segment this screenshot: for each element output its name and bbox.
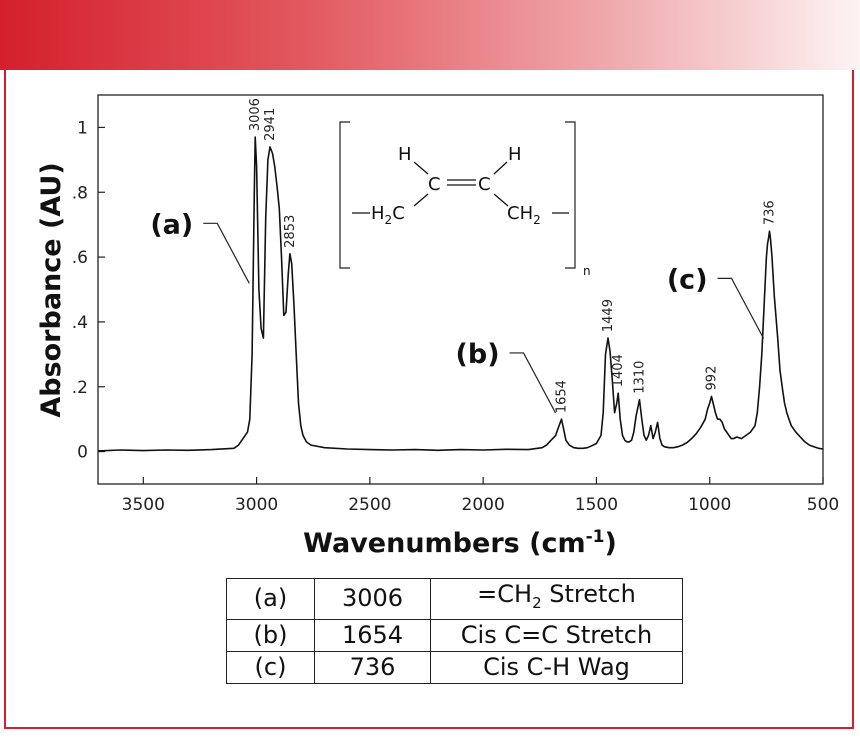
y-axis-title: Absorbance (AU) xyxy=(36,162,67,417)
table-cell-wavenumber: 1654 xyxy=(314,618,431,652)
peak-label: 736 xyxy=(763,200,778,225)
table-cell-wavenumber: 736 xyxy=(314,650,431,684)
callout-label: (a) xyxy=(150,209,193,240)
h2c-h: H xyxy=(371,203,385,224)
x-axis-title-main: Wavenumbers (cm xyxy=(303,528,585,559)
x-tick-label: 3000 xyxy=(235,495,278,515)
structure-h2c: H2C xyxy=(371,203,405,227)
table-row: (a) 3006 =CH2 Stretch xyxy=(226,578,683,620)
bracket-right xyxy=(565,121,576,269)
x-tick-label: 1000 xyxy=(688,495,731,515)
plot-area-border xyxy=(97,94,824,485)
table-row: (b) 1654 Cis C=C Stretch xyxy=(226,618,683,652)
peak-labels: 3006 2941 2853 1654 1449 1404 1310 992 736 xyxy=(248,98,777,413)
bond-h-left xyxy=(413,161,429,175)
peak-label: 2941 xyxy=(263,108,278,141)
ch2-subscript: 2 xyxy=(533,213,541,227)
x-tick-label: 2000 xyxy=(462,495,505,515)
x-tick-label: 3500 xyxy=(122,495,165,515)
y-tick-label: 0 xyxy=(77,443,88,463)
callouts: (a) (b) (c) xyxy=(150,209,765,414)
peak-label: 1654 xyxy=(555,380,570,413)
callout-leader xyxy=(509,352,557,414)
table-row: (c) 736 Cis C-H Wag xyxy=(226,650,683,684)
assignment-text: Cis C-H Wag xyxy=(483,652,630,681)
peak-label: 3006 xyxy=(248,98,263,131)
h2c-subscript: 2 xyxy=(385,213,393,227)
structure-c-left: C xyxy=(428,174,441,195)
table-cell-assignment: Cis C=C Stretch xyxy=(430,618,683,652)
x-axis-title-close: ) xyxy=(604,528,616,559)
y-tick-label: .8 xyxy=(72,183,88,203)
table-cell-wavenumber: 3006 xyxy=(314,578,431,620)
x-tick-label: 500 xyxy=(807,495,839,515)
peak-label: 992 xyxy=(705,366,720,391)
table-cell-assignment: =CH2 Stretch xyxy=(430,578,683,620)
structure-c-right: C xyxy=(478,174,491,195)
spectrum-line xyxy=(97,136,824,452)
assignment-text: =CH xyxy=(477,580,533,608)
structure-h-right: H xyxy=(508,144,522,165)
x-axis-title: Wavenumbers (cm-1) xyxy=(303,527,617,559)
structure-h-left: H xyxy=(398,144,412,165)
peak-label: 1449 xyxy=(601,299,616,332)
y-tick-label: 1 xyxy=(77,118,88,138)
peak-label: 1404 xyxy=(611,354,626,387)
peak-label: 1310 xyxy=(632,361,647,394)
bond-c-right-down xyxy=(493,193,509,207)
callout-leader xyxy=(203,222,250,284)
y-tick-label: .6 xyxy=(72,248,88,268)
y-tick-label: .4 xyxy=(72,313,88,333)
assignment-table: (a) 3006 =CH2 Stretch (b) 1654 Cis C=C Stretc… xyxy=(226,578,683,684)
h2c-c: C xyxy=(392,203,405,224)
bond-c-left-down xyxy=(413,193,429,207)
peak-label: 2853 xyxy=(283,215,298,248)
table-cell-key: (a) xyxy=(226,578,315,620)
x-tick-label: 1500 xyxy=(575,495,618,515)
header-banner xyxy=(0,0,860,70)
assignment-text-rest: Stretch xyxy=(541,580,636,608)
structure-n-subscript: n xyxy=(583,264,591,278)
table-cell-assignment: Cis C-H Wag xyxy=(430,650,683,684)
y-tick-label: .2 xyxy=(72,378,88,398)
bracket-left xyxy=(339,121,350,269)
callout-label: (c) xyxy=(667,264,708,295)
y-axis-ticks: 0 .2 .4 .6 .8 1 xyxy=(72,118,105,463)
x-axis-ticks: 3500 3000 2500 2000 1500 1000 500 xyxy=(122,477,839,515)
table-cell-key: (c) xyxy=(226,650,315,684)
table-cell-key: (b) xyxy=(226,618,315,652)
callout-leader xyxy=(717,277,765,339)
assignment-text: Cis C=C Stretch xyxy=(460,620,653,649)
structure-ch2: CH2 xyxy=(507,203,541,227)
ch2-main: CH xyxy=(507,203,533,224)
polymer-structure: H H C C H2C CH2 n xyxy=(339,121,591,278)
callout-label: (b) xyxy=(456,339,500,370)
assignment-subscript: 2 xyxy=(532,593,542,612)
bond-h-right xyxy=(493,161,508,175)
x-axis-title-superscript: -1 xyxy=(586,527,605,547)
x-tick-label: 2500 xyxy=(348,495,391,515)
